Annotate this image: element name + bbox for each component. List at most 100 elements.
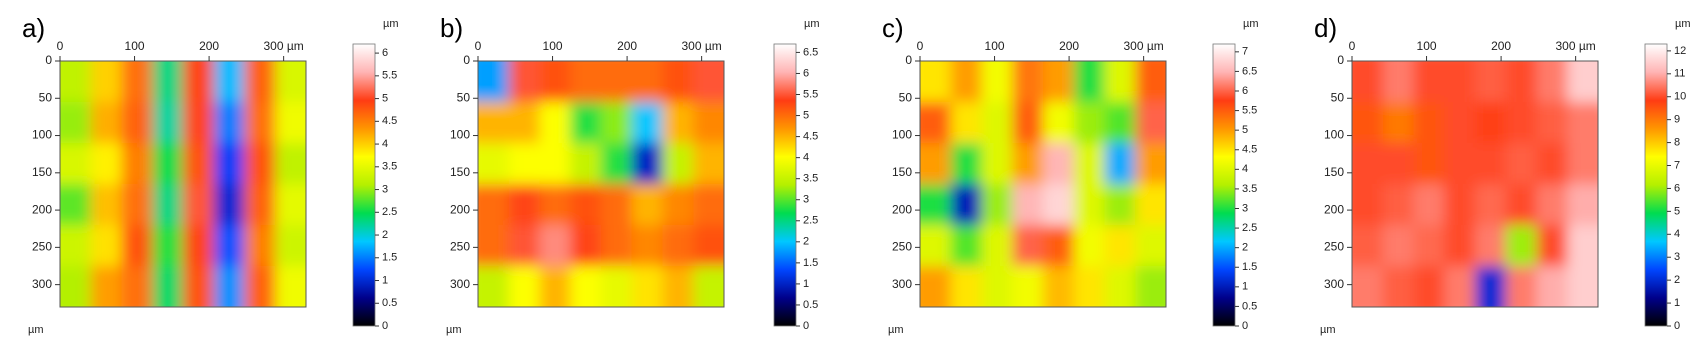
- heatmap-cell: [213, 61, 245, 103]
- colorbar-tick-label: 6.5: [803, 46, 818, 58]
- colorbar-tick-label: 3: [1674, 251, 1680, 263]
- heatmap-cell: [1536, 102, 1568, 144]
- y-tick-label: 50: [457, 90, 471, 104]
- x-tick-label: 300 µm: [682, 39, 722, 53]
- x-tick-label: 100: [543, 39, 563, 53]
- heatmap-cell: [90, 61, 122, 103]
- x-tick-label: 200: [617, 39, 637, 53]
- x-tick-label: 0: [917, 39, 924, 53]
- y-tick-label: 0: [905, 53, 912, 67]
- heatmap-cell: [920, 102, 952, 144]
- heatmap-cell: [1012, 61, 1044, 103]
- colorbar-tick-label: 7: [1674, 159, 1680, 171]
- colorbar-label: µm: [1243, 18, 1259, 30]
- heatmap-cell: [539, 225, 571, 267]
- heatmap-cell: [1536, 143, 1568, 185]
- heatmap-cell: [950, 184, 982, 226]
- panel-label: d): [1314, 13, 1337, 43]
- heatmap-cell: [508, 61, 540, 103]
- heatmap-cell: [981, 184, 1013, 226]
- heatmap-cell: [244, 184, 276, 226]
- heatmap-cell: [244, 266, 276, 307]
- heatmap-cell: [1012, 102, 1044, 144]
- heatmap-cell: [1073, 102, 1105, 144]
- heatmap-cell: [950, 102, 982, 144]
- heatmap-cell: [950, 61, 982, 103]
- heatmap-cell: [213, 225, 245, 267]
- y-tick-label: 100: [892, 128, 912, 142]
- y-tick-label: 150: [450, 165, 470, 179]
- colorbar-tick-label: 4: [382, 138, 388, 150]
- heatmap-cell: [183, 61, 215, 103]
- heatmap-cell: [508, 225, 540, 267]
- colorbar-tick-label: 5: [803, 109, 809, 121]
- heatmap-cell: [981, 61, 1013, 103]
- heatmap-cell: [539, 102, 571, 144]
- heatmap-cell: [1012, 225, 1044, 267]
- heatmap-cell: [478, 266, 510, 307]
- y-tick-label: 300: [892, 277, 912, 291]
- y-tick-label: 200: [32, 202, 52, 216]
- x-unit-label: µm: [1320, 324, 1336, 336]
- heatmap-cell: [1073, 184, 1105, 226]
- heatmap-cell: [213, 184, 245, 226]
- colorbar-tick-label: 2.5: [382, 206, 397, 218]
- heatmap-cell: [1135, 143, 1166, 185]
- colorbar-tick-label: 11: [1674, 68, 1685, 80]
- panel-label: c): [882, 13, 904, 43]
- heatmap-cells: [920, 61, 1166, 307]
- heatmap-cell: [1413, 102, 1445, 144]
- heatmap-cell: [693, 184, 724, 226]
- heatmap-cell: [631, 61, 663, 103]
- panel-label: a): [22, 13, 45, 43]
- colorbar-tick-label: 10: [1674, 91, 1686, 103]
- heatmap-cell: [662, 266, 694, 307]
- colorbar-tick-label: 5.5: [803, 88, 818, 100]
- plot-frame: [919, 60, 1167, 308]
- heatmap-cell: [631, 102, 663, 144]
- plot-frame: [59, 60, 307, 308]
- colorbar-tick-label: 2.5: [803, 215, 818, 227]
- heatmap-cell: [152, 225, 184, 267]
- colorbar-tick-label: 1.5: [803, 257, 818, 269]
- colorbar-tick-label: 12: [1674, 45, 1686, 57]
- heatmap: [478, 61, 724, 307]
- heatmap-cell: [601, 184, 633, 226]
- heatmap-cell: [1382, 184, 1414, 226]
- heatmap-cell: [981, 266, 1013, 307]
- heatmap-cell: [90, 184, 122, 226]
- heatmap-cell: [570, 184, 602, 226]
- colorbar-tick-label: 3.5: [382, 161, 397, 173]
- x-tick-label: 0: [57, 39, 64, 53]
- heatmap-cell: [570, 102, 602, 144]
- colorbar-tick-label: 4: [1674, 228, 1680, 240]
- heatmap-cell: [601, 102, 633, 144]
- heatmap-cell: [90, 143, 122, 185]
- heatmap-cell: [183, 184, 215, 226]
- heatmap-cell: [60, 266, 92, 307]
- y-tick-label: 150: [1324, 165, 1344, 179]
- y-tick-label: 100: [32, 128, 52, 142]
- plot-frame: [477, 60, 725, 308]
- heatmap-cell: [1382, 225, 1414, 267]
- heatmap-cell: [275, 143, 306, 185]
- colorbar-tick-label: 4: [803, 152, 809, 164]
- heatmap-cell: [1567, 61, 1598, 103]
- heatmap-cell: [121, 184, 153, 226]
- colorbar-label: µm: [383, 18, 399, 30]
- colorbar-tick-label: 0.5: [382, 297, 397, 309]
- heatmap-cell: [121, 143, 153, 185]
- heatmap-cell: [1135, 184, 1166, 226]
- heatmap-cell: [1135, 61, 1166, 103]
- heatmap-cell: [60, 61, 92, 103]
- heatmap-cell: [1073, 143, 1105, 185]
- colorbar-tick-label: 1: [1674, 297, 1680, 309]
- y-tick-label: 200: [1324, 202, 1344, 216]
- heatmap-cell: [1043, 184, 1075, 226]
- heatmap-cell: [1104, 102, 1136, 144]
- heatmap-cell: [1352, 225, 1384, 267]
- x-tick-label: 200: [199, 39, 219, 53]
